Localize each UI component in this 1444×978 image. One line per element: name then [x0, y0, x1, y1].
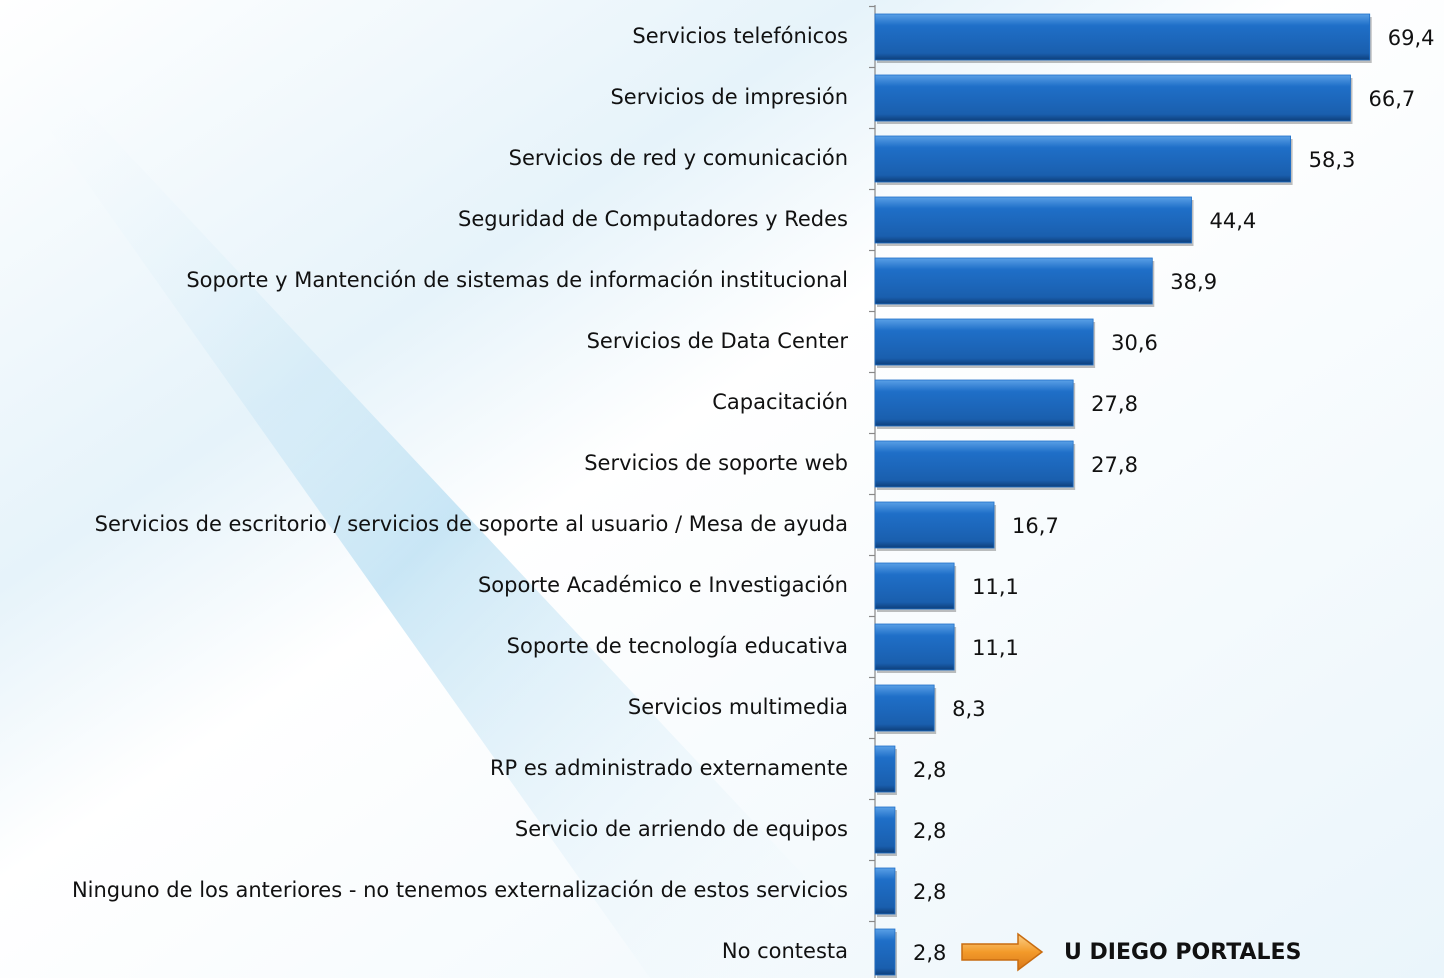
value-label: 2,8	[913, 941, 946, 965]
category-label: No contesta	[722, 939, 848, 963]
bar	[874, 562, 955, 610]
category-label: RP es administrado externamente	[490, 756, 848, 780]
value-label: 66,7	[1368, 87, 1415, 111]
category-label: Servicios de escritorio / servicios de s…	[95, 512, 848, 536]
bar	[874, 440, 1074, 488]
bar	[874, 623, 955, 671]
bar	[874, 318, 1094, 366]
category-label: Servicios de Data Center	[587, 329, 849, 353]
bar	[874, 745, 896, 793]
bar	[874, 806, 896, 854]
background-streak	[0, 60, 900, 978]
bar	[874, 196, 1192, 244]
value-label: 69,4	[1388, 26, 1435, 50]
bar	[874, 928, 896, 976]
value-label: 11,1	[972, 636, 1019, 660]
value-label: 11,1	[972, 575, 1019, 599]
value-label: 2,8	[913, 758, 946, 782]
bar	[874, 684, 935, 732]
category-label: Soporte Académico e Investigación	[478, 573, 848, 597]
value-label: 38,9	[1170, 270, 1217, 294]
value-label: 2,8	[913, 819, 946, 843]
category-label: Soporte y Mantención de sistemas de info…	[186, 268, 848, 292]
bar	[874, 379, 1074, 427]
category-label: Seguridad de Computadores y Redes	[458, 207, 848, 231]
value-label: 30,6	[1111, 331, 1158, 355]
bar	[874, 257, 1153, 305]
category-label: Ninguno de los anteriores - no tenemos e…	[72, 878, 848, 902]
category-label: Capacitación	[712, 390, 848, 414]
bar	[874, 13, 1371, 61]
annotation: U DIEGO PORTALES	[961, 932, 1301, 972]
bar	[874, 135, 1291, 183]
category-label: Servicios de impresión	[610, 85, 848, 109]
bar	[874, 501, 995, 549]
category-label: Servicio de arriendo de equipos	[515, 817, 848, 841]
arrow	[961, 932, 1044, 972]
category-label: Servicios multimedia	[628, 695, 848, 719]
value-label: 44,4	[1210, 209, 1257, 233]
category-label: Servicios de red y comunicación	[509, 146, 848, 170]
value-label: 58,3	[1309, 148, 1356, 172]
category-label: Soporte de tecnología educativa	[507, 634, 848, 658]
category-label: Servicios de soporte web	[584, 451, 848, 475]
category-label: Servicios telefónicos	[632, 24, 848, 48]
value-label: 8,3	[952, 697, 985, 721]
value-label: 16,7	[1012, 514, 1059, 538]
value-label: 2,8	[913, 880, 946, 904]
annotation-text: U DIEGO PORTALES	[1064, 940, 1301, 965]
value-label: 27,8	[1091, 453, 1138, 477]
bar	[874, 74, 1351, 122]
bar	[874, 867, 896, 915]
value-label: 27,8	[1091, 392, 1138, 416]
